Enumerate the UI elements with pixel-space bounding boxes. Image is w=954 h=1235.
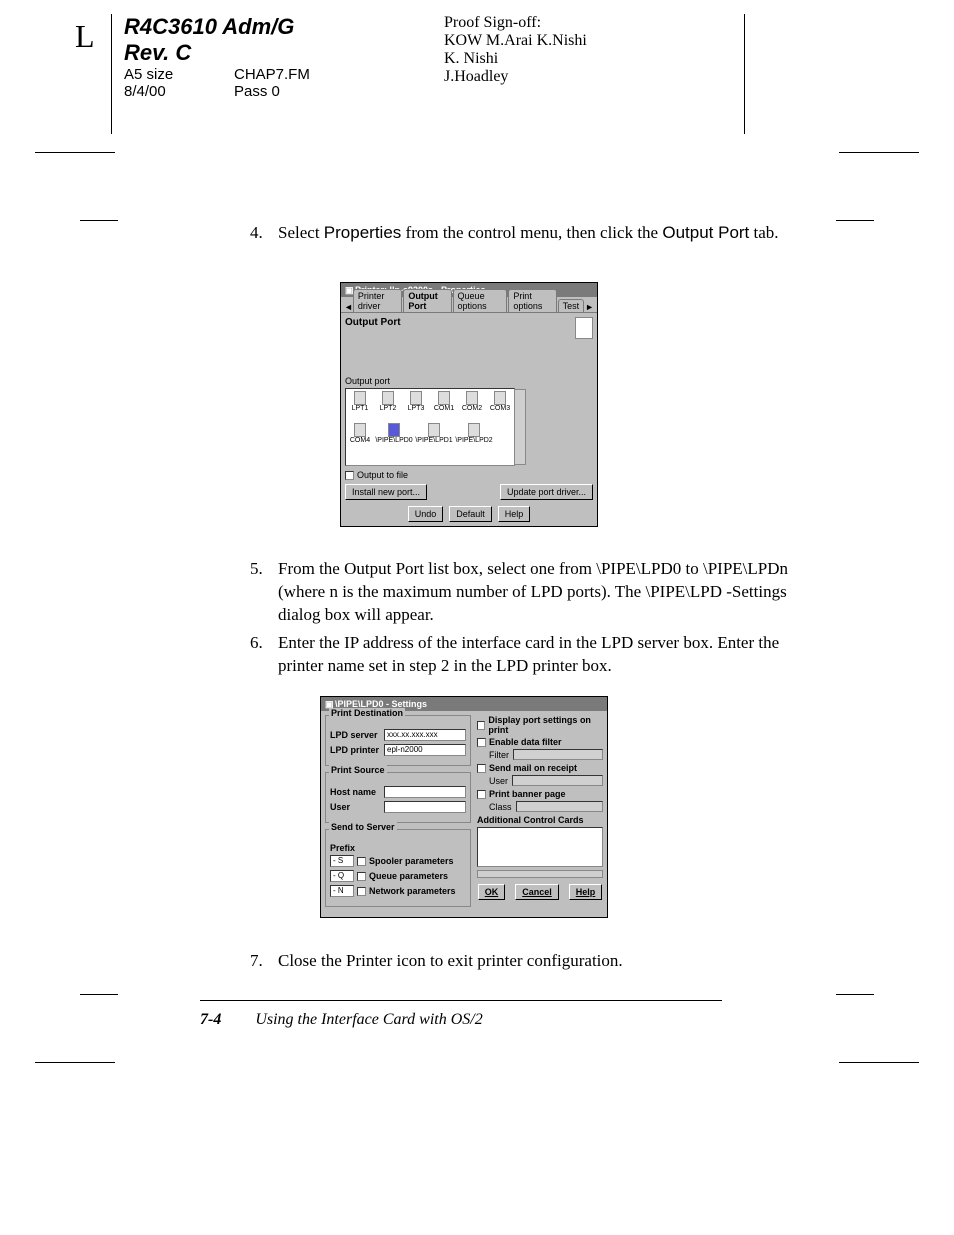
doc-title: R4C3610 Adm/G: [124, 14, 444, 40]
port-listbox[interactable]: LPT1 LPT2 LPT3 COM1 COM2 COM3 COM4 \PIPE…: [345, 388, 515, 466]
display-settings-checkbox[interactable]: Display port settings on print: [477, 715, 603, 735]
port-scrollbar[interactable]: [514, 389, 526, 465]
send-mail-checkbox[interactable]: Send mail on receipt: [477, 763, 603, 773]
print-destination-group: Print Destination LPD serverxxx.xx.xxx.x…: [325, 715, 471, 766]
proof-title: Proof Sign-off:: [444, 14, 744, 32]
mail-user-input: [512, 775, 603, 786]
proof-line-2: K. Nishi: [444, 50, 744, 68]
output-to-file-checkbox[interactable]: Output to file: [345, 470, 593, 480]
page-footer: 7-4 Using the Interface Card with OS/2: [200, 1000, 722, 1029]
step-5: 5. From the Output Port list box, select…: [250, 558, 805, 627]
tab-row: ◄ Printer driver Output Port Queue optio…: [341, 297, 597, 313]
doc-revision: Rev. C: [124, 40, 444, 66]
update-port-driver-button[interactable]: Update port driver...: [500, 484, 593, 500]
help-button[interactable]: Help: [569, 884, 603, 900]
tab-test[interactable]: Test: [558, 299, 585, 312]
proof-line-3: J.Hoadley: [444, 68, 744, 86]
step-7: 7. Close the Printer icon to exit printe…: [250, 950, 805, 973]
chapter-title: Using the Interface Card with OS/2: [255, 1011, 482, 1028]
enable-filter-checkbox[interactable]: Enable data filter: [477, 737, 603, 747]
doc-file: CHAP7.FM: [234, 66, 310, 83]
install-new-port-button[interactable]: Install new port...: [345, 484, 427, 500]
banner-page-checkbox[interactable]: Print banner page: [477, 789, 603, 799]
user-input[interactable]: [384, 801, 466, 813]
output-port-heading: Output Port: [345, 317, 401, 328]
lpd-server-input[interactable]: xxx.xx.xxx.xxx: [384, 729, 466, 741]
help-button[interactable]: Help: [498, 506, 531, 522]
tab-printer-driver[interactable]: Printer driver: [353, 289, 402, 312]
class-input: [516, 801, 603, 812]
step-6: 6. Enter the IP address of the interface…: [250, 632, 805, 678]
host-name-input[interactable]: [384, 786, 466, 798]
tab-queue-options[interactable]: Queue options: [453, 289, 508, 312]
step-4: 4. Select Properties from the control me…: [250, 222, 805, 245]
tab-output-port[interactable]: Output Port: [403, 289, 451, 312]
tab-print-options[interactable]: Print options: [508, 289, 556, 312]
undo-button[interactable]: Undo: [408, 506, 444, 522]
header-letter: L: [75, 14, 111, 134]
ok-button[interactable]: OK: [478, 884, 506, 900]
page-icon: [575, 317, 593, 339]
tab-scroll-right-icon[interactable]: ►: [585, 302, 594, 312]
filter-input: [513, 749, 603, 760]
tab-scroll-left-icon[interactable]: ◄: [344, 302, 353, 312]
doc-date: 8/4/00: [124, 83, 234, 100]
document-header: L R4C3610 Adm/G Rev. C A5 sizeCHAP7.FM 8…: [75, 14, 757, 134]
print-source-group: Print Source Host name User: [325, 772, 471, 823]
horizontal-scrollbar[interactable]: [477, 870, 603, 878]
doc-pass: Pass 0: [234, 83, 280, 100]
properties-dialog: ▣ Printer: llp-s9200s - Properties ◄ Pri…: [340, 282, 598, 527]
send-to-server-group: Send to Server Prefix - SSpooler paramet…: [325, 829, 471, 907]
lpd-printer-input[interactable]: epl-n2000: [384, 744, 466, 756]
cancel-button[interactable]: Cancel: [515, 884, 559, 900]
additional-cards-textarea[interactable]: [477, 827, 603, 867]
output-port-label: Output port: [345, 376, 593, 386]
doc-size: A5 size: [124, 66, 234, 83]
lpd-settings-dialog: ▣ \PIPE\LPD0 - Settings Print Destinatio…: [320, 696, 608, 918]
default-button[interactable]: Default: [449, 506, 492, 522]
page-number: 7-4: [200, 1011, 221, 1028]
proof-line-1: KOW M.Arai K.Nishi: [444, 32, 744, 50]
